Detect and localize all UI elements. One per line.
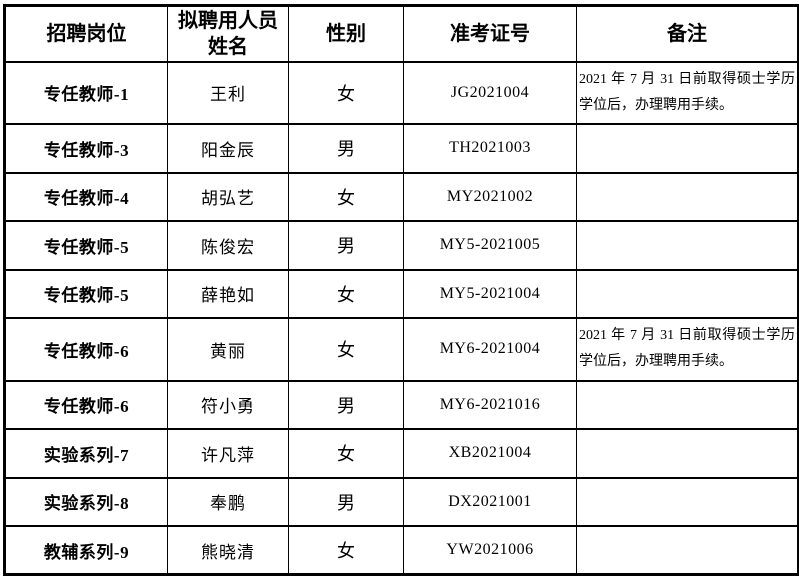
cell-name: 王利 <box>167 60 289 126</box>
cell-remark <box>576 379 799 431</box>
cell-ticket: MY5-2021004 <box>403 268 577 319</box>
cell-position: 专任教师-5 <box>4 220 168 271</box>
cell-gender: 女 <box>288 428 404 479</box>
table-row: 专任教师-1 王利女 JG2021004 2021 年 7 月 31 日前取得硕士学历… <box>4 60 799 126</box>
cell-position: 教辅系列-9 <box>4 525 168 576</box>
table-row: 专任教师-5 陈俊宏男 MY5-2021005 <box>4 220 799 271</box>
table-header: 招聘岗位 拟聘用人员姓名 性别 准考证号 备注 <box>4 4 799 63</box>
cell-position: 专任教师-6 <box>4 379 168 431</box>
table-row: 专任教师-3 阳金辰男 TH2021003 <box>4 123 799 174</box>
cell-ticket: MY2021002 <box>403 171 577 223</box>
cell-ticket: TH2021003 <box>403 123 577 174</box>
cell-position: 实验系列-8 <box>4 476 168 528</box>
cell-ticket: YW2021006 <box>403 525 577 576</box>
table-row: 专任教师-4 胡弘艺女 MY2021002 <box>4 171 799 223</box>
cell-ticket: XB2021004 <box>403 428 577 479</box>
cell-name: 熊晓清 <box>167 525 289 576</box>
cell-gender: 男 <box>288 476 404 528</box>
table-row: 专任教师-6 黄丽女 MY6-2021004 2021 年 7 月 31 日前取得硕士… <box>4 316 799 382</box>
cell-remark: 2021 年 7 月 31 日前取得硕士学历学位后，办理聘用手续。 <box>576 316 799 382</box>
cell-remark <box>576 476 799 528</box>
cell-name: 阳金辰 <box>167 123 289 174</box>
cell-gender: 女 <box>288 171 404 223</box>
column-header-remark: 备注 <box>576 4 799 63</box>
column-header-name: 拟聘用人员姓名 <box>167 4 289 63</box>
cell-remark: 2021 年 7 月 31 日前取得硕士学历学位后，办理聘用手续。 <box>576 60 799 126</box>
cell-ticket: MY6-2021004 <box>403 316 577 382</box>
cell-remark <box>576 525 799 576</box>
table-row: 专任教师-5 薛艳如女 MY5-2021004 <box>4 268 799 319</box>
cell-name: 陈俊宏 <box>167 220 289 271</box>
cell-remark <box>576 268 799 319</box>
cell-name: 胡弘艺 <box>167 171 289 223</box>
cell-ticket: DX2021001 <box>403 476 577 528</box>
cell-name: 符小勇 <box>167 379 289 431</box>
cell-position: 专任教师-1 <box>4 60 168 126</box>
cell-remark <box>576 220 799 271</box>
cell-ticket: MY5-2021005 <box>403 220 577 271</box>
cell-gender: 女 <box>288 60 404 126</box>
cell-gender: 男 <box>288 123 404 174</box>
table-row: 教辅系列-9 熊晓清女 YW2021006 <box>4 525 799 576</box>
cell-position: 实验系列-7 <box>4 428 168 479</box>
table-row: 实验系列-8 奉鹏男 DX2021001 <box>4 476 799 528</box>
header-row: 招聘岗位 拟聘用人员姓名 性别 准考证号 备注 <box>4 4 799 63</box>
table-body: 专任教师-1 王利女 JG2021004 2021 年 7 月 31 日前取得硕士学历… <box>4 60 799 576</box>
cell-position: 专任教师-6 <box>4 316 168 382</box>
cell-gender: 男 <box>288 379 404 431</box>
cell-ticket: JG2021004 <box>403 60 577 126</box>
cell-name: 黄丽 <box>167 316 289 382</box>
cell-gender: 女 <box>288 268 404 319</box>
cell-name: 薛艳如 <box>167 268 289 319</box>
cell-ticket: MY6-2021016 <box>403 379 577 431</box>
cell-position: 专任教师-5 <box>4 268 168 319</box>
cell-remark <box>576 123 799 174</box>
column-header-position: 招聘岗位 <box>4 4 168 63</box>
column-header-gender: 性别 <box>288 4 404 63</box>
cell-remark <box>576 428 799 479</box>
table-row: 实验系列-7 许凡萍女 XB2021004 <box>4 428 799 479</box>
recruitment-table: 招聘岗位 拟聘用人员姓名 性别 准考证号 备注 专任教师-1 王利女 JG20210… <box>3 4 799 576</box>
cell-position: 专任教师-4 <box>4 171 168 223</box>
table-row: 专任教师-6 符小勇男 MY6-2021016 <box>4 379 799 431</box>
column-header-ticket: 准考证号 <box>403 4 577 63</box>
cell-remark <box>576 171 799 223</box>
cell-gender: 女 <box>288 316 404 382</box>
cell-name: 奉鹏 <box>167 476 289 528</box>
cell-name: 许凡萍 <box>167 428 289 479</box>
cell-gender: 女 <box>288 525 404 576</box>
cell-position: 专任教师-3 <box>4 123 168 174</box>
cell-gender: 男 <box>288 220 404 271</box>
